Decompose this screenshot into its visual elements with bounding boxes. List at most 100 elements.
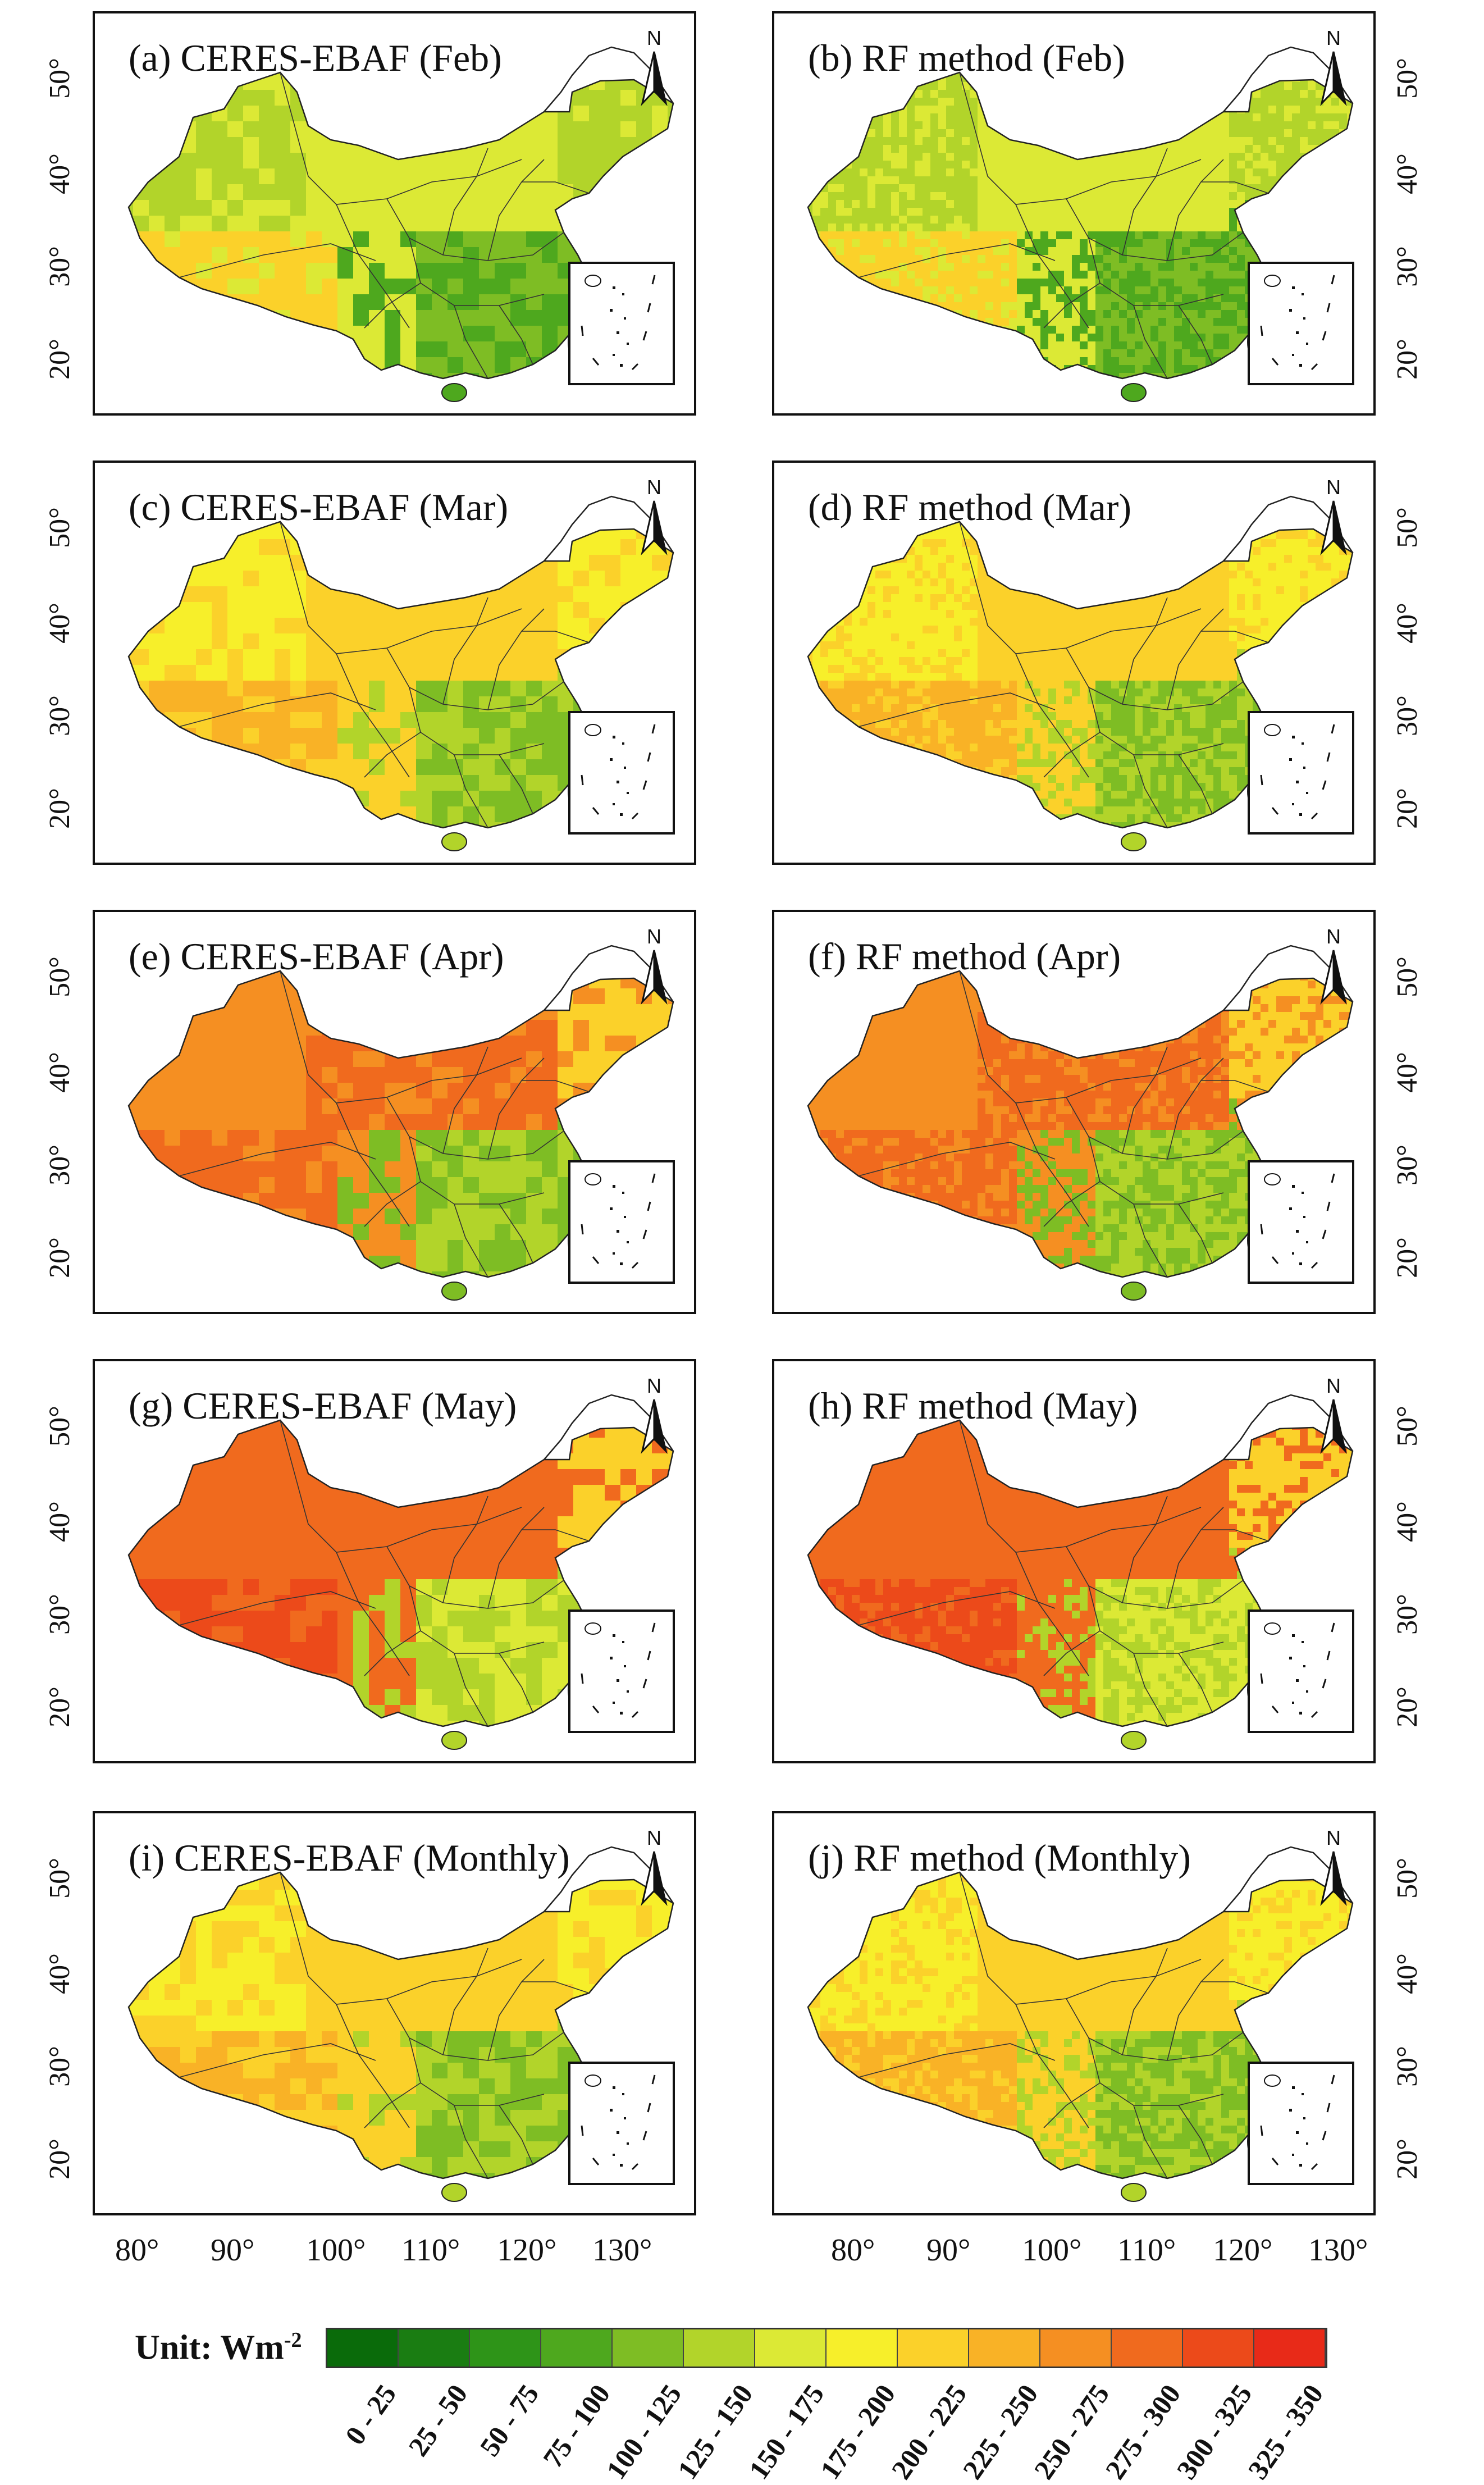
lat-tick-label: 20° xyxy=(1391,1686,1424,1727)
lat-tick-label: 40° xyxy=(43,1052,76,1093)
south-china-sea-inset xyxy=(568,1160,675,1284)
legend-swatch xyxy=(827,2329,898,2367)
south-china-sea-inset xyxy=(1248,1160,1354,1284)
south-china-sea-inset xyxy=(1248,262,1354,385)
legend-swatch xyxy=(1183,2329,1254,2367)
lon-tick-label: 130° xyxy=(592,2232,652,2268)
panel-title: (b) RF method (Feb) xyxy=(808,36,1125,80)
lon-tick-label: 100° xyxy=(306,2232,366,2268)
lon-tick-label: 110° xyxy=(401,2232,460,2268)
lon-tick-label: 120° xyxy=(1213,2232,1272,2268)
north-arrow-icon: N xyxy=(1314,25,1353,109)
legend-swatch xyxy=(755,2329,827,2367)
panel-title: (h) RF method (May) xyxy=(808,1384,1138,1428)
south-china-sea-inset xyxy=(1248,711,1354,835)
lat-tick-label: 20° xyxy=(1391,788,1424,829)
lat-tick-label: 40° xyxy=(43,603,76,644)
legend-class-label: 25 - 50 xyxy=(402,2378,474,2462)
map-panel-f: (f) RF method (Apr) N xyxy=(772,910,1376,1314)
map-panel-d: (d) RF method (Mar) N xyxy=(772,460,1376,865)
lon-tick-label: 110° xyxy=(1117,2232,1176,2268)
lat-tick-label: 50° xyxy=(43,1406,76,1447)
lat-tick-label: 30° xyxy=(43,246,76,287)
lat-tick-label: 50° xyxy=(43,58,76,99)
lat-tick-label: 20° xyxy=(43,1686,76,1727)
panel-title: (c) CERES-EBAF (Mar) xyxy=(129,485,508,530)
south-china-sea-inset xyxy=(568,1609,675,1733)
hainan-island xyxy=(1121,2183,1146,2201)
lon-tick-label: 100° xyxy=(1022,2232,1081,2268)
south-china-sea-inset xyxy=(568,262,675,385)
panel-title: (e) CERES-EBAF (Apr) xyxy=(129,934,504,979)
north-arrow-icon: N xyxy=(634,474,674,558)
legend-class-label: 0 - 25 xyxy=(339,2378,403,2451)
lat-tick-label: 30° xyxy=(1391,246,1424,287)
lat-tick-label: 40° xyxy=(1391,1052,1424,1093)
lon-tick-label: 80° xyxy=(115,2232,159,2268)
panel-title: (d) RF method (Mar) xyxy=(808,485,1131,530)
north-arrow-icon: N xyxy=(1314,1373,1353,1457)
hainan-island xyxy=(1121,1282,1146,1300)
north-arrow-icon: N xyxy=(1314,1825,1353,1909)
map-panel-e: (e) CERES-EBAF (Apr) N xyxy=(93,910,696,1314)
legend-swatch xyxy=(541,2329,613,2367)
legend-swatch xyxy=(684,2329,755,2367)
hainan-island xyxy=(442,833,467,851)
lat-tick-label: 50° xyxy=(1391,1406,1424,1447)
north-arrow-icon: N xyxy=(634,1373,674,1457)
lat-tick-label: 30° xyxy=(1391,695,1424,736)
lon-tick-label: 130° xyxy=(1308,2232,1368,2268)
map-panel-i: (i) CERES-EBAF (Monthly) N xyxy=(93,1811,696,2215)
lat-tick-label: 50° xyxy=(1391,507,1424,548)
lat-tick-label: 50° xyxy=(1391,1858,1424,1899)
legend-swatch xyxy=(969,2329,1040,2367)
legend-swatch xyxy=(613,2329,684,2367)
south-china-sea-inset xyxy=(1248,2062,1354,2185)
lat-tick-label: 20° xyxy=(43,1237,76,1278)
legend-swatch xyxy=(1254,2329,1326,2367)
map-panel-c: (c) CERES-EBAF (Mar) N xyxy=(93,460,696,865)
map-panel-a: (a) CERES-EBAF (Feb) N xyxy=(93,11,696,416)
legend-swatch xyxy=(898,2329,969,2367)
lat-tick-label: 40° xyxy=(1391,1953,1424,1994)
north-arrow-icon: N xyxy=(634,1825,674,1909)
lat-tick-label: 50° xyxy=(1391,58,1424,99)
hainan-island xyxy=(1121,384,1146,402)
north-arrow-icon: N xyxy=(634,923,674,1007)
panel-title: (f) RF method (Apr) xyxy=(808,934,1121,979)
lat-tick-label: 20° xyxy=(1391,2139,1424,2179)
north-arrow-icon: N xyxy=(634,25,674,109)
lat-tick-label: 30° xyxy=(43,2046,76,2087)
lat-tick-label: 20° xyxy=(43,339,76,380)
map-panel-b: (b) RF method (Feb) N xyxy=(772,11,1376,416)
lat-tick-label: 20° xyxy=(43,2139,76,2179)
panel-title: (g) CERES-EBAF (May) xyxy=(129,1384,517,1428)
map-panel-h: (h) RF method (May) N xyxy=(772,1359,1376,1763)
lat-tick-label: 20° xyxy=(43,788,76,829)
lat-tick-label: 30° xyxy=(1391,1145,1424,1185)
hainan-island xyxy=(1121,1731,1146,1749)
lat-tick-label: 40° xyxy=(43,1501,76,1542)
legend-swatch xyxy=(1040,2329,1112,2367)
svg-text:N: N xyxy=(647,26,661,49)
lat-tick-label: 40° xyxy=(43,153,76,194)
north-arrow-icon: N xyxy=(1314,923,1353,1007)
lat-tick-label: 40° xyxy=(43,1953,76,1994)
lat-tick-label: 30° xyxy=(43,1145,76,1185)
lat-tick-label: 20° xyxy=(1391,339,1424,380)
lat-tick-label: 50° xyxy=(43,956,76,997)
legend-swatch xyxy=(470,2329,541,2367)
panel-title: (i) CERES-EBAF (Monthly) xyxy=(129,1836,570,1880)
panel-title: (j) RF method (Monthly) xyxy=(808,1836,1191,1880)
lon-tick-label: 90° xyxy=(926,2232,970,2268)
map-panel-g: (g) CERES-EBAF (May) N xyxy=(93,1359,696,1763)
legend-unit-label: Unit: Wm-2 xyxy=(135,2328,302,2368)
hainan-island xyxy=(442,384,467,402)
lat-tick-label: 50° xyxy=(43,507,76,548)
lon-tick-label: 90° xyxy=(211,2232,254,2268)
svg-text:N: N xyxy=(1326,26,1341,49)
legend-swatch xyxy=(327,2329,399,2367)
lon-tick-label: 80° xyxy=(831,2232,875,2268)
legend-class-label: 50 - 75 xyxy=(473,2378,546,2462)
lat-tick-label: 40° xyxy=(1391,153,1424,194)
